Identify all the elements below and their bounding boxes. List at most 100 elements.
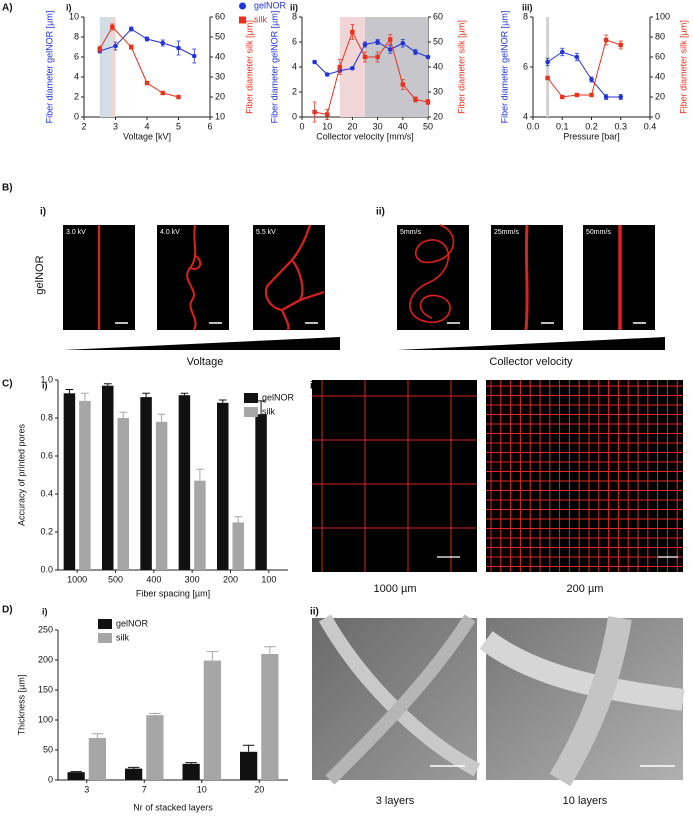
y2-tick-label: 20	[215, 91, 225, 101]
row-label: gelNOR	[34, 255, 46, 294]
series-line	[547, 51, 621, 98]
panel-label: i)	[42, 380, 48, 390]
y2-tick-label: 40	[215, 51, 225, 61]
bar	[79, 400, 91, 570]
marker	[574, 92, 580, 98]
error-bar	[206, 651, 219, 661]
y-tick-label: 0	[74, 111, 79, 121]
y2-tick-label: 40	[433, 61, 443, 71]
x-tick-label: 10	[322, 121, 332, 131]
marker	[113, 43, 118, 49]
error-bar	[91, 733, 104, 738]
fiber	[264, 224, 325, 331]
panel-label: i)	[40, 207, 46, 218]
y-tick-label: 8	[74, 31, 79, 41]
series-line	[314, 30, 429, 116]
printed-grid	[486, 380, 683, 572]
image-caption: 200 µm	[567, 583, 604, 595]
marker	[312, 59, 317, 65]
marker	[413, 49, 418, 55]
sem-fiber	[549, 616, 632, 787]
marker	[160, 40, 166, 46]
section-label: B)	[2, 183, 13, 194]
y-tick-label: 0	[48, 774, 53, 784]
bar	[63, 393, 76, 570]
bar	[240, 751, 258, 780]
y2-axis-title: Fiber diameter silk [µm]	[456, 20, 466, 114]
x-tick-label: 0	[299, 121, 304, 131]
sem-fiber	[325, 614, 476, 785]
legend-swatch	[239, 16, 246, 24]
image-label: 5.5 kV	[256, 229, 276, 236]
x-axis-title: Nr of stacked layers	[133, 802, 213, 812]
legend-swatch	[239, 2, 246, 10]
panel-label: i)	[42, 606, 48, 616]
marker	[400, 82, 405, 87]
y-tick-label: 0.8	[40, 412, 53, 422]
legend-swatch	[244, 393, 258, 403]
panel-label: ii)	[310, 607, 319, 618]
legend-label: silk	[262, 406, 275, 416]
error-bar	[103, 383, 112, 386]
wedge	[397, 337, 665, 350]
error-bar	[157, 413, 166, 422]
x-tick-label: 400	[146, 574, 161, 584]
marker	[110, 24, 115, 30]
marker	[560, 94, 565, 100]
y2-tick-label: 60	[215, 11, 225, 21]
printed-grid	[312, 380, 477, 572]
y-tick-label: 0.2	[40, 526, 53, 536]
y2-axis-title: Fiber diameter silk [µm]	[678, 20, 688, 114]
error-bar	[242, 744, 255, 752]
y2-tick-label: 30	[433, 86, 443, 96]
bar	[155, 421, 168, 570]
y-tick-label: 2	[74, 91, 79, 101]
highlight-band	[365, 17, 428, 117]
x-tick-label: 3	[113, 121, 118, 131]
image-label: 5mm/s	[400, 229, 422, 236]
marker	[129, 44, 134, 50]
marker	[144, 36, 150, 42]
marker	[144, 80, 150, 86]
x-tick-label: 10	[197, 784, 207, 794]
y-tick-label: 100	[38, 714, 53, 724]
x-tick-label: 0.1	[556, 121, 569, 131]
legend-label: silk	[116, 632, 129, 642]
marker	[375, 39, 380, 45]
panel-label: ii)	[290, 2, 298, 12]
error-bar	[257, 400, 265, 415]
image-caption: 10 layers	[563, 795, 608, 807]
x-tick-label: 500	[108, 574, 123, 584]
error-bar	[127, 766, 140, 769]
image-caption: 3 layers	[376, 795, 415, 807]
micrograph	[253, 225, 325, 330]
marker	[387, 47, 393, 52]
legend-label: gelNOR	[262, 392, 295, 402]
error-bar	[142, 392, 150, 398]
marker	[603, 37, 609, 43]
legend-swatch	[98, 633, 112, 643]
panel-d-images: ii) 3 layers 10 layers	[310, 607, 685, 807]
y-axis-title: Thickness [µm]	[16, 675, 26, 736]
marker	[603, 94, 609, 100]
fiber	[409, 224, 455, 323]
wedge	[63, 337, 340, 350]
image-label: 4.0 kV	[160, 229, 180, 236]
marker	[176, 45, 181, 51]
marker	[350, 29, 355, 35]
y2-tick-label: 0	[655, 111, 660, 121]
marker	[160, 90, 165, 96]
x-tick-label: 2	[81, 121, 86, 131]
micrograph	[397, 225, 469, 330]
fiber	[524, 224, 529, 331]
error-bar	[70, 771, 82, 773]
x-tick-label: 30	[373, 121, 383, 131]
series-line	[99, 26, 179, 98]
bar	[67, 772, 85, 780]
marker	[362, 54, 368, 60]
image-label: 3.0 kV	[66, 229, 86, 236]
highlight-band	[546, 17, 550, 117]
legend-swatch	[98, 619, 112, 629]
marker	[545, 75, 550, 81]
